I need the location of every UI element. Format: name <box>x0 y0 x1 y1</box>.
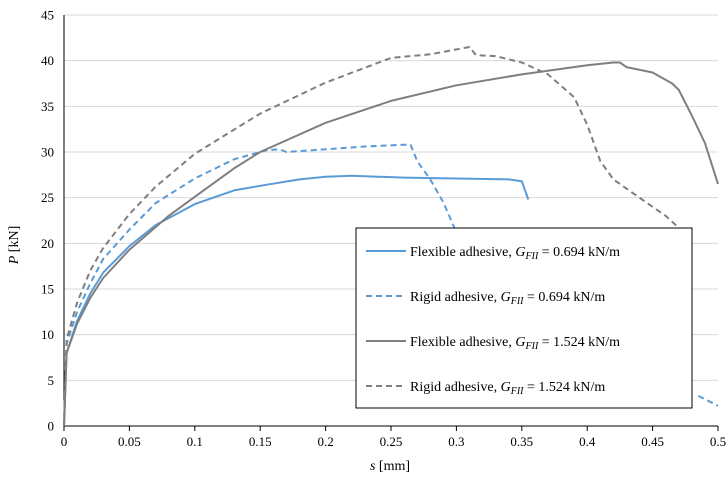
series-line-4 <box>697 395 719 407</box>
legend-label-0: Flexible adhesive, GFII = 0.694 kN/m <box>410 245 620 262</box>
x-tick-label-6: 0.3 <box>448 434 464 449</box>
y-tick-label-3: 15 <box>41 282 54 297</box>
y-tick-label-0: 0 <box>48 419 55 434</box>
legend-box <box>355 227 693 409</box>
y-tick-label-5: 25 <box>41 190 54 205</box>
x-tick-label-2: 0.1 <box>187 434 203 449</box>
x-tick-label-8: 0.4 <box>579 434 596 449</box>
series-line-3 <box>63 46 693 427</box>
x-axis-label: s [mm] <box>370 459 410 474</box>
x-tick-label-10: 0.5 <box>710 434 726 449</box>
series-line-2 <box>63 61 719 427</box>
series-line-1 <box>63 143 458 427</box>
x-tick-label-9: 0.45 <box>641 434 664 449</box>
y-axis-label: P [kN] <box>7 226 22 266</box>
series-line-0 <box>63 174 530 427</box>
legend: Flexible adhesive, GFII = 0.694 kN/m Rigi… <box>355 227 693 409</box>
x-tick-label-7: 0.35 <box>510 434 533 449</box>
y-tick-label-1: 5 <box>48 373 55 388</box>
tick-labels: 0 0.05 0.1 0.15 0.2 0.25 0.3 0.35 0.4 0.45 0.5 0 5 10… <box>41 8 726 450</box>
y-tick-label-6: 30 <box>41 145 54 160</box>
y-tick-label-8: 40 <box>41 53 54 68</box>
legend-label-1: Rigid adhesive, GFII = 0.694 kN/m <box>410 290 605 307</box>
axes <box>63 15 719 431</box>
x-tick-label-3: 0.15 <box>249 434 272 449</box>
x-tick-label-0: 0 <box>61 434 68 449</box>
y-tick-label-2: 10 <box>41 327 54 342</box>
y-tick-label-4: 20 <box>41 236 54 251</box>
legend-label-2: Flexible adhesive, GFII = 1.524 kN/m <box>410 335 620 352</box>
legend-label-3: Rigid adhesive, GFII = 1.524 kN/m <box>410 380 605 397</box>
series-lines <box>63 46 719 427</box>
x-tick-label-5: 0.25 <box>380 434 403 449</box>
y-tick-label-7: 35 <box>41 99 54 114</box>
x-tick-label-1: 0.05 <box>118 434 141 449</box>
y-tick-label-9: 45 <box>41 8 54 23</box>
x-tick-label-4: 0.2 <box>317 434 333 449</box>
